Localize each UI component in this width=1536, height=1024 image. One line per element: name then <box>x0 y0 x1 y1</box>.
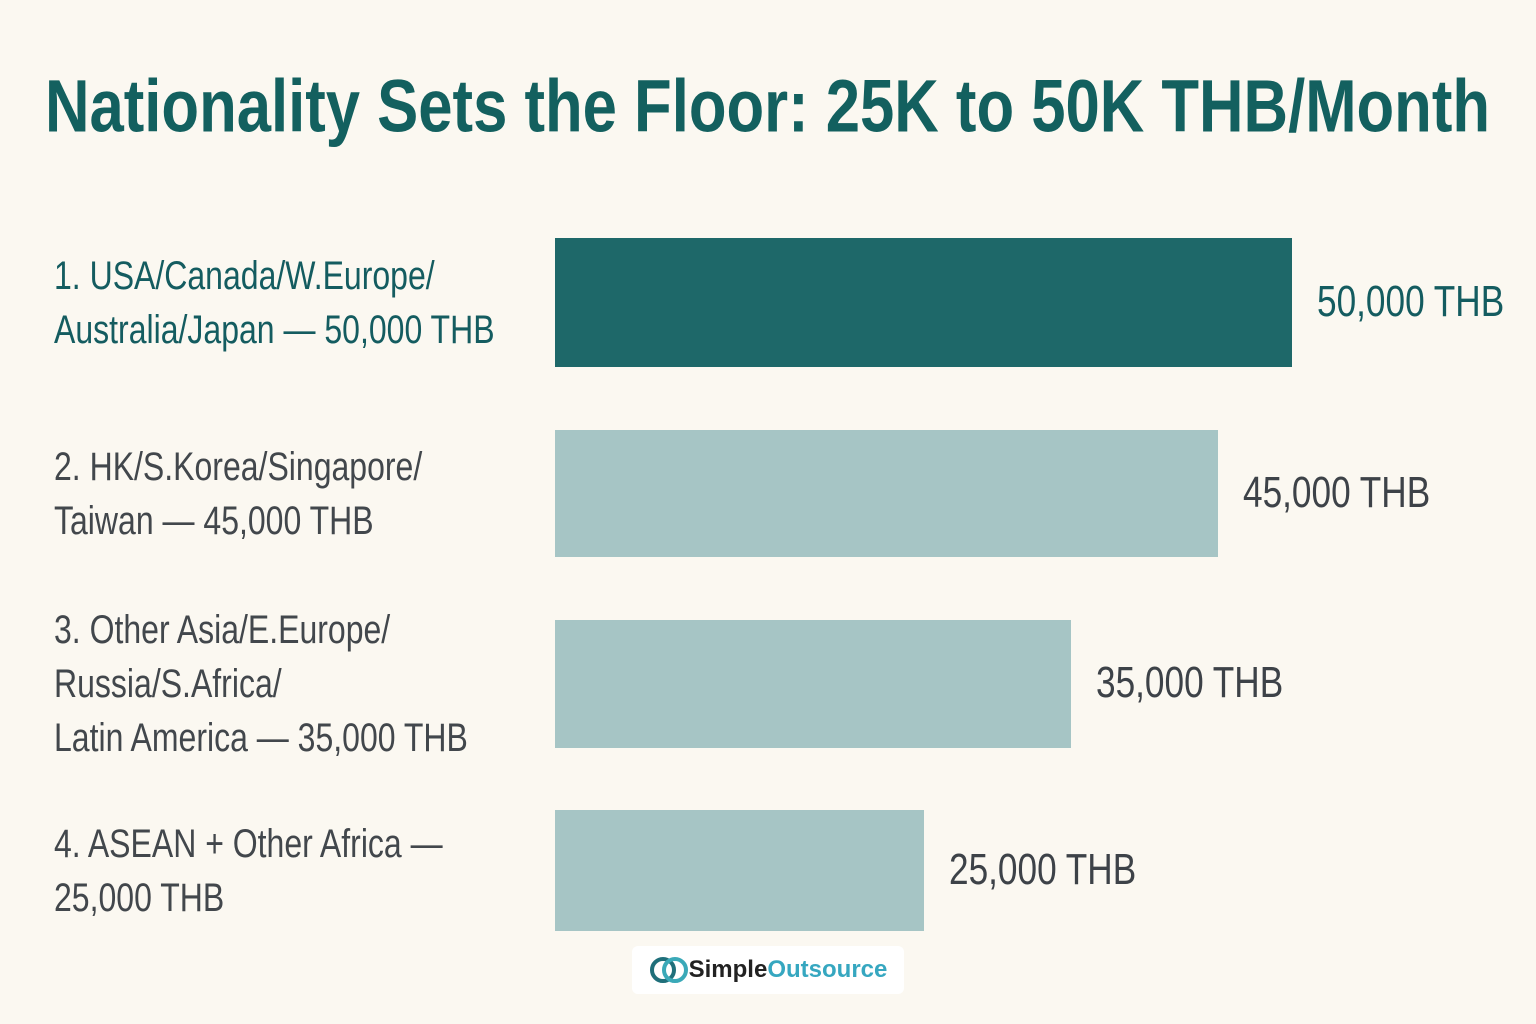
category-label: 2. HK/S.Korea/Singapore/ Taiwan — 45,000… <box>54 444 423 543</box>
category-label: 3. Other Asia/E.Europe/ Russia/S.Africa/… <box>54 608 468 760</box>
value-label: 25,000 THB <box>948 844 1136 894</box>
logo-text: Simple <box>688 956 768 983</box>
title-area: Nationality Sets the Floor: 25K to 50K T… <box>45 65 1490 148</box>
value-label: 50,000 THB <box>1317 276 1505 326</box>
chart-title: Nationality Sets the Floor: 25K to 50K T… <box>45 65 1490 148</box>
bar <box>555 238 1292 367</box>
bar <box>555 430 1219 557</box>
logo: Simple Outsource <box>632 946 904 994</box>
value-label: 45,000 THB <box>1243 467 1431 517</box>
value-label: 35,000 THB <box>1095 658 1284 707</box>
bar <box>555 810 924 931</box>
category-label: 4. ASEAN + Other Africa — 25,000 THB <box>54 821 443 920</box>
bar <box>555 620 1071 748</box>
logo-icon <box>649 957 688 983</box>
category-label: 1. USA/Canada/W.Europe/ Australia/Japan … <box>54 253 495 352</box>
logo-text: Outsource <box>767 956 888 983</box>
